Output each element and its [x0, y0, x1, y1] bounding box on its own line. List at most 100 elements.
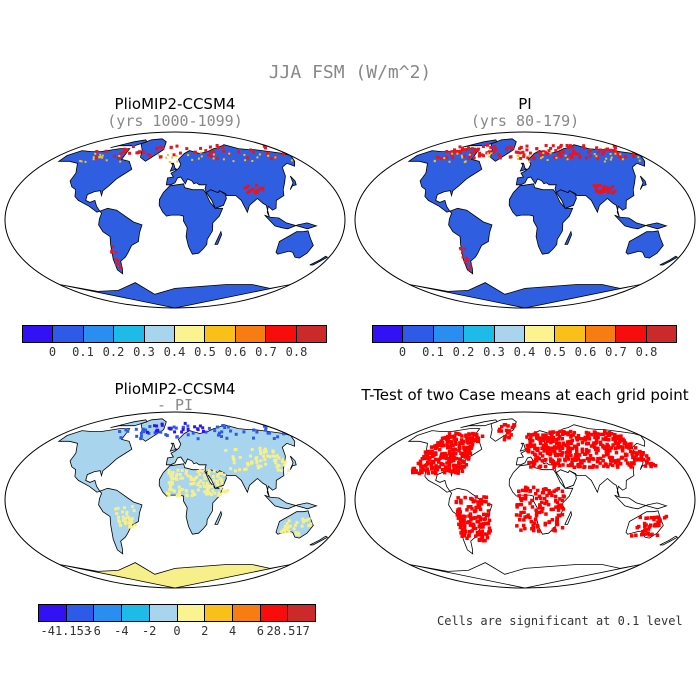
asia-pos-cell	[275, 465, 279, 469]
samerica-pos-cell	[132, 509, 136, 513]
significant-africa-cell	[523, 526, 527, 531]
significant-north-america-cell	[448, 469, 452, 473]
colorbar-abs-tick-label: 0.8	[635, 345, 658, 359]
significant-africa-cell	[537, 506, 542, 510]
significant-eurasia-cell	[552, 449, 556, 453]
significant-eurasia-cell	[596, 448, 600, 453]
significant-north-america-cell	[420, 457, 425, 461]
significant-north-america-cell	[444, 468, 448, 472]
desert-pos-cell	[207, 469, 211, 473]
arctic-snow-cell	[518, 147, 522, 151]
significant-north-america-cell	[437, 465, 441, 469]
asia-pos-cell	[277, 456, 281, 460]
significant-south-america-cell	[474, 495, 479, 499]
significant-eurasia-cell	[604, 446, 609, 450]
significant-eurasia-cell	[601, 443, 605, 448]
landmass-uk	[169, 162, 178, 172]
arctic-snow-cell	[532, 155, 536, 159]
significant-north-america-cell	[470, 445, 474, 449]
arctic-snow-cell	[221, 145, 225, 149]
significant-africa-cell	[535, 523, 540, 528]
significant-africa-cell	[541, 506, 545, 511]
desert-pos-cell	[213, 491, 217, 495]
arctic-mid-cell	[197, 157, 200, 160]
significant-north-america-cell	[433, 444, 437, 448]
arctic-neg-cell	[139, 431, 143, 435]
desert-pos-cell	[185, 469, 188, 473]
significant-africa-cell	[539, 496, 543, 500]
significant-eurasia-cell	[599, 442, 603, 447]
desert-pos-cell	[205, 483, 209, 487]
significant-eurasia-cell	[570, 460, 574, 465]
significant-africa-cell	[540, 510, 544, 514]
significant-north-america-cell	[456, 469, 460, 473]
arctic-snow-cell	[547, 149, 551, 153]
colorbar-abs-swatch	[616, 326, 647, 342]
australia-pos-cell	[285, 522, 289, 525]
asia-pos-cell	[273, 454, 277, 458]
samerica-pos-cell	[126, 515, 130, 519]
significant-south-america-cell	[463, 495, 467, 500]
significant-north-america-cell	[440, 444, 444, 448]
landmass-australia	[275, 230, 314, 259]
landmass-indonesia	[264, 494, 318, 510]
significant-north-america-cell	[447, 432, 452, 436]
arctic-neg-cell	[213, 429, 217, 433]
arctic-mid-cell	[212, 157, 215, 160]
australia-pos-cell	[300, 524, 304, 528]
samerica-pos-cell	[128, 524, 132, 527]
arctic-snow-cell	[616, 151, 619, 155]
arctic-mid-cell	[212, 153, 215, 156]
significant-eurasia-cell	[601, 458, 605, 463]
arctic-mid-cell	[517, 155, 520, 157]
significant-north-america-cell	[443, 451, 447, 456]
arctic-snow-cell	[487, 150, 491, 154]
significant-eurasia-cell	[645, 459, 649, 464]
arctic-snow-cell	[624, 155, 628, 159]
samerica-pos-cell	[121, 510, 124, 514]
significant-africa-cell	[532, 521, 537, 525]
arctic-snow-cell	[521, 150, 525, 154]
arctic-snow-cell	[541, 150, 545, 154]
significant-south-america-cell	[457, 512, 462, 517]
arctic-snow-cell	[554, 149, 558, 153]
asia-pos-cell	[268, 455, 272, 459]
tibet-snow-cell	[246, 191, 250, 194]
desert-pos-cell	[197, 481, 201, 485]
desert-pos-cell	[217, 491, 221, 495]
map-top-left	[4, 131, 346, 309]
significant-africa-cell	[561, 494, 566, 498]
andes-snow-cell	[463, 260, 467, 263]
significant-north-america-cell	[453, 442, 457, 446]
arctic-snow-cell	[450, 150, 454, 154]
asia-pos-cell	[274, 461, 278, 465]
arctic-mid-cell	[187, 154, 190, 157]
desert-pos-cell	[178, 493, 182, 497]
arctic-mid-cell	[232, 160, 235, 163]
colorbar-diff-swatch	[66, 605, 95, 621]
arctic-snow-cell	[477, 154, 481, 158]
significant-eurasia-cell	[544, 447, 548, 451]
significant-eurasia-cell	[614, 438, 618, 443]
arctic-neg-cell	[217, 433, 220, 437]
arctic-snow-cell	[137, 150, 141, 154]
significant-north-america-cell	[421, 468, 425, 472]
significant-eurasia-cell	[557, 464, 562, 468]
significant-eurasia-cell	[533, 446, 537, 451]
significant-north-america-cell	[428, 455, 432, 460]
significant-south-america-cell	[478, 518, 483, 522]
andes-snow-cell	[463, 247, 467, 250]
arctic-mid-cell	[541, 156, 544, 158]
arctic-mid-cell	[168, 160, 171, 163]
tibet-snow-cell	[255, 190, 259, 194]
panel-title-bottom-right: T-Test of two Case means at each grid po…	[361, 386, 689, 404]
arctic-snow-cell	[199, 146, 203, 150]
significant-eurasia-cell	[527, 449, 531, 454]
significant-eurasia-cell	[629, 465, 633, 469]
significant-africa-cell	[525, 486, 530, 491]
arctic-mid-cell	[176, 160, 179, 163]
significant-africa-cell	[532, 528, 536, 533]
significant-north-america-cell	[444, 465, 448, 469]
significant-eurasia-cell	[602, 464, 606, 468]
significant-africa-cell	[554, 488, 558, 492]
